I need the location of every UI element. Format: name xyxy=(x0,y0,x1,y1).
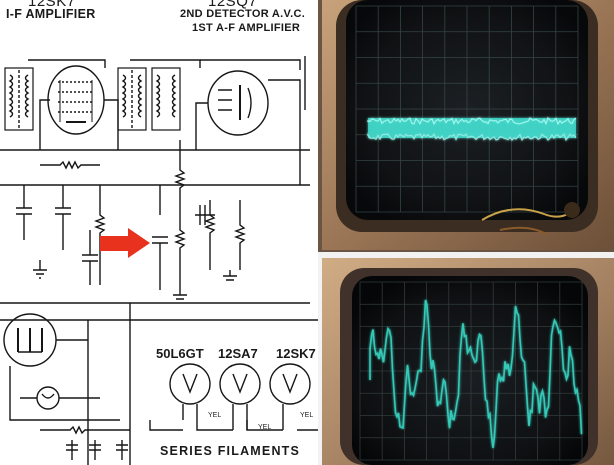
filament-tube-2-label: 12SA7 xyxy=(218,346,258,361)
if-transformer-2 xyxy=(117,67,147,131)
filament-tube-2 xyxy=(219,363,261,405)
oscilloscope-upper xyxy=(318,0,614,252)
pin-label-1: YEL xyxy=(208,412,222,419)
filament-tube-1-label: 50L6GT xyxy=(156,346,204,361)
stage2-title-line1: 2ND DETECTOR A.V.C. xyxy=(180,8,306,20)
filament-tube-3 xyxy=(269,363,311,405)
pin-label-2: YEL xyxy=(258,424,272,431)
red-arrow xyxy=(100,228,150,258)
stage1-title: I-F AMPLIFIER xyxy=(6,7,96,21)
stage2-title-line2: 1ST A-F AMPLIFIER xyxy=(192,22,301,34)
if-transformer-1 xyxy=(4,67,34,131)
filament-tube-3-label: 12SK7 xyxy=(276,346,316,361)
if-transformer-3 xyxy=(151,67,181,131)
filament-tube-1 xyxy=(169,363,211,405)
stage1-tube-label: 12SK7 xyxy=(28,0,76,10)
series-filaments-label: SERIES FILAMENTS xyxy=(160,444,301,458)
pin-label-3: YEL xyxy=(300,412,314,419)
schematic-diagram xyxy=(0,56,320,465)
stage2-tube-label: 12SQ7 xyxy=(208,0,258,10)
oscilloscope-lower xyxy=(318,252,614,465)
